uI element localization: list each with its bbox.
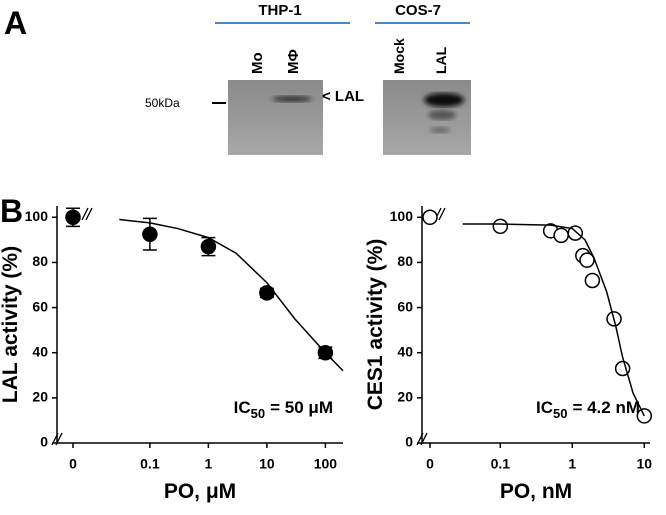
- y-tick-label: 20: [32, 389, 48, 405]
- band: [272, 96, 312, 102]
- data-point: [200, 238, 217, 255]
- annotation-subscript: 50: [553, 406, 567, 421]
- y-tick-label: 0: [405, 434, 413, 450]
- y-tick-label: 60: [397, 298, 413, 314]
- x-axis-title: PO, μM: [164, 480, 236, 503]
- x-tick-label: 1: [204, 456, 212, 472]
- x-tick-label: 10: [637, 456, 653, 472]
- y-tick-label: 40: [32, 343, 48, 359]
- axis-break: [420, 432, 428, 446]
- band: [430, 127, 450, 133]
- data-point: [492, 218, 509, 235]
- data-point: [579, 252, 595, 268]
- y-axis-title: LAL activity (%): [0, 246, 22, 403]
- annotation-prefix: IC: [536, 398, 553, 417]
- axis-break: [416, 432, 424, 446]
- band: [424, 93, 464, 107]
- annotation-subscript: 50: [251, 406, 265, 421]
- fit-curve: [119, 218, 344, 372]
- lane-label: Mo: [249, 52, 266, 74]
- lane-label: LAL: [433, 46, 449, 74]
- y-tick-label: 100: [390, 208, 414, 224]
- annotation: IC50 = 50 μM: [234, 398, 333, 421]
- x-tick-label: 100: [314, 456, 338, 472]
- fit-curve: [462, 223, 645, 417]
- panel-label: A: [4, 5, 27, 41]
- axis-break: [85, 207, 93, 221]
- annotation-text: = 4.2 nM: [572, 398, 640, 417]
- lane-label: Mock: [391, 38, 407, 74]
- annotation-text: = 50 μM: [270, 398, 333, 417]
- panel-label: B: [0, 193, 23, 229]
- x-tick-label: 0: [426, 456, 434, 472]
- data-point: [584, 272, 601, 289]
- data-point: [567, 225, 584, 241]
- x-tick-label: 10: [259, 456, 275, 472]
- y-tick-label: 100: [25, 208, 49, 224]
- data-point: [422, 209, 438, 226]
- band: [428, 110, 456, 120]
- lane-label: MΦ: [285, 49, 302, 74]
- y-tick-label: 0: [40, 434, 48, 450]
- y-axis-title: CES1 activity (%): [364, 239, 387, 411]
- x-axis-title: PO, nM: [500, 480, 572, 503]
- data-point: [553, 227, 569, 244]
- annotation: IC50 = 4.2 nM: [536, 398, 640, 421]
- x-tick-label: 1: [568, 456, 576, 472]
- data-point: [614, 360, 631, 377]
- axis-break: [81, 207, 89, 221]
- x-tick-label: 0.1: [491, 456, 511, 472]
- y-tick-label: 60: [32, 298, 48, 314]
- group-label: THP-1: [258, 2, 301, 19]
- blot: [228, 80, 323, 155]
- blot: [383, 80, 471, 155]
- axis-break: [438, 207, 446, 221]
- x-tick-label: 0.1: [140, 456, 160, 472]
- annotation-prefix: IC: [234, 398, 251, 417]
- band-label: < LAL: [322, 88, 364, 105]
- y-tick-label: 20: [397, 389, 413, 405]
- data-point: [142, 226, 158, 242]
- data-point: [65, 209, 81, 226]
- group-label: COS-7: [395, 2, 441, 19]
- x-tick-label: 0: [69, 456, 77, 472]
- axis-break: [51, 432, 59, 446]
- y-tick-label: 80: [397, 253, 413, 269]
- marker-label: 50kDa: [145, 96, 180, 110]
- y-tick-label: 40: [397, 343, 413, 359]
- y-tick-label: 80: [32, 253, 48, 269]
- axis-break: [55, 432, 63, 446]
